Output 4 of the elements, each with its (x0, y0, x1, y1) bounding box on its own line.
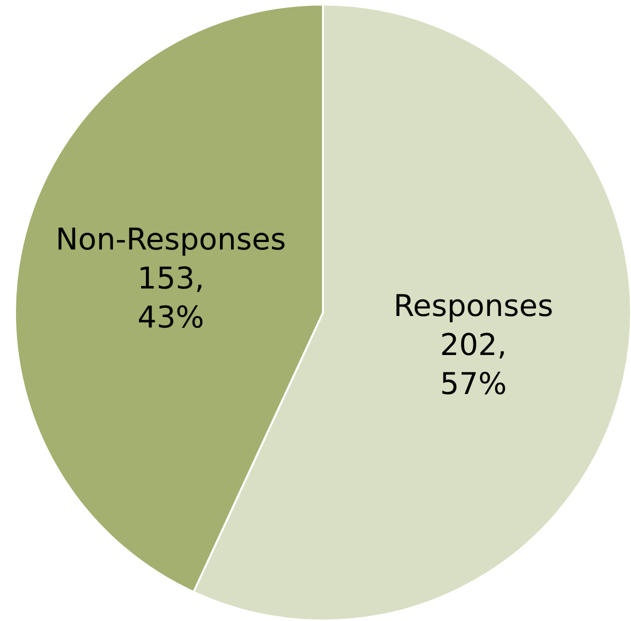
data-label: 153, 43% (137, 261, 204, 336)
slice-label: Non-Responses (56, 222, 286, 258)
data-label: 202, 57% (440, 328, 507, 402)
slice-label: Responses (394, 289, 554, 324)
